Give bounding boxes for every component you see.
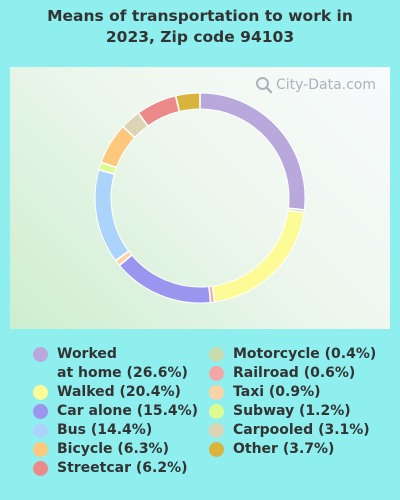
legend-swatch	[209, 366, 224, 381]
chart-title: Means of transportation to work in 2023,…	[0, 6, 400, 48]
legend-swatch	[33, 461, 48, 476]
legend-label: Taxi (0.9%)	[233, 384, 321, 400]
legend-swatch	[33, 404, 48, 419]
slice-other	[175, 92, 201, 112]
watermark: City-Data.com	[255, 76, 376, 94]
legend-swatch	[33, 423, 48, 438]
legend-item-streetcar: Streetcar (6.2%)	[33, 459, 188, 478]
legend-swatch	[33, 442, 48, 457]
slice-bicycle	[100, 126, 136, 168]
legend-swatch	[209, 404, 224, 419]
slice-railroad	[208, 285, 215, 303]
slice-walked	[212, 210, 305, 303]
slice-car-alone	[119, 254, 211, 304]
legend-label: Other (3.7%)	[233, 441, 335, 457]
slice-worked-at-home	[199, 92, 306, 211]
legend-swatch	[209, 347, 224, 362]
legend-item-carpooled: Carpooled (3.1%)	[209, 421, 370, 440]
legend-label: Car alone (15.4%)	[57, 403, 199, 419]
legend-item-subway: Subway (1.2%)	[209, 402, 351, 421]
legend-label: Streetcar (6.2%)	[57, 460, 188, 476]
legend-swatch	[33, 347, 48, 362]
donut-chart	[94, 92, 306, 304]
legend-label: Carpooled (3.1%)	[233, 422, 370, 438]
legend-label: Bicycle (6.3%)	[57, 441, 169, 457]
watermark-text: City-Data.com	[275, 77, 376, 93]
magnifier-icon	[255, 77, 273, 94]
legend-item-bicycle: Bicycle (6.3%)	[33, 440, 169, 459]
legend-label: Motorcycle (0.4%)	[233, 346, 377, 362]
chart-title-line-2: 2023, Zip code 94103	[105, 28, 295, 46]
legend-label: Subway (1.2%)	[233, 403, 351, 419]
legend-label: Walked (20.4%)	[57, 384, 181, 400]
slice-carpooled	[122, 112, 149, 138]
legend-item-bus: Bus (14.4%)	[33, 421, 152, 440]
legend-item-other: Other (3.7%)	[209, 440, 334, 459]
legend-swatch	[209, 385, 224, 400]
legend-item-taxi: Taxi (0.9%)	[209, 383, 321, 402]
legend-item-motorcycle: Motorcycle (0.4%)	[209, 345, 376, 364]
legend-item-worked-at-home: Worked at home (26.6%)	[33, 345, 188, 383]
chart-title-line-1: Means of transportation to work in	[47, 7, 353, 25]
legend-item-railroad: Railroad (0.6%)	[209, 364, 355, 383]
slice-streetcar	[137, 95, 180, 127]
legend-label: Bus (14.4%)	[57, 422, 153, 438]
chart-panel: City-Data.com	[10, 67, 390, 329]
legend-item-car-alone: Car alone (15.4%)	[33, 402, 198, 421]
slice-bus	[94, 169, 130, 262]
legend-item-walked: Walked (20.4%)	[33, 383, 181, 402]
legend-swatch	[209, 423, 224, 438]
legend-label: Worked at home (26.6%)	[57, 346, 188, 381]
slice-motorcycle	[287, 207, 305, 213]
legend-swatch	[209, 442, 224, 457]
legend-swatch	[33, 385, 48, 400]
legend-label: Railroad (0.6%)	[233, 365, 356, 381]
slice-taxi	[115, 250, 133, 266]
slice-subway	[98, 161, 117, 175]
